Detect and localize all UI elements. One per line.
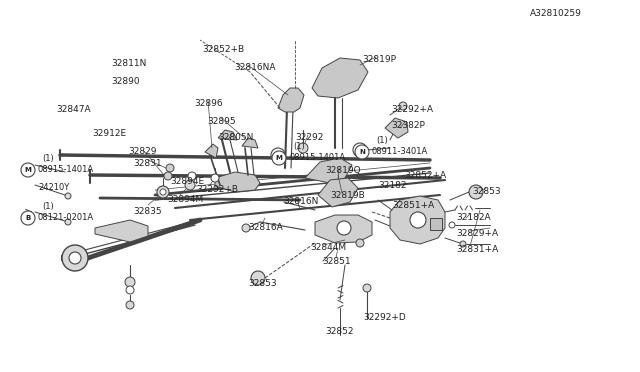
Text: 32852+A: 32852+A — [404, 170, 446, 180]
Text: 32816NA: 32816NA — [234, 64, 275, 73]
Circle shape — [21, 163, 35, 177]
Text: 32847A: 32847A — [56, 105, 91, 113]
Text: 32819P: 32819P — [362, 55, 396, 64]
Text: 32829: 32829 — [128, 148, 157, 157]
Text: 32816A: 32816A — [248, 224, 283, 232]
Circle shape — [185, 180, 195, 190]
Text: 32852: 32852 — [326, 327, 355, 337]
Polygon shape — [205, 144, 218, 158]
Text: 32292+D: 32292+D — [363, 314, 406, 323]
Text: (1): (1) — [42, 154, 54, 164]
Circle shape — [62, 245, 88, 271]
Text: 32811N: 32811N — [111, 58, 147, 67]
Text: B: B — [26, 215, 31, 221]
Text: 24210Y: 24210Y — [38, 183, 69, 192]
Circle shape — [355, 145, 369, 159]
Circle shape — [242, 224, 250, 232]
Circle shape — [399, 102, 407, 110]
Circle shape — [21, 211, 35, 225]
Circle shape — [166, 164, 174, 172]
Polygon shape — [312, 58, 368, 98]
Text: (1): (1) — [42, 202, 54, 212]
Text: 32851: 32851 — [322, 257, 351, 266]
Polygon shape — [430, 218, 442, 230]
Circle shape — [363, 284, 371, 292]
Text: 32829+A: 32829+A — [456, 230, 498, 238]
Text: 32182A: 32182A — [456, 212, 491, 221]
Text: 32805N: 32805N — [218, 132, 253, 141]
Polygon shape — [315, 215, 372, 243]
Text: 08915-1401A: 08915-1401A — [289, 154, 345, 163]
Text: 32831: 32831 — [133, 158, 162, 167]
Circle shape — [65, 193, 71, 199]
Text: 32819Q: 32819Q — [325, 167, 360, 176]
Text: 32831+A: 32831+A — [456, 244, 499, 253]
Circle shape — [298, 143, 308, 153]
Text: 32819B: 32819B — [330, 192, 365, 201]
Circle shape — [126, 286, 134, 294]
Circle shape — [272, 151, 286, 165]
Circle shape — [410, 212, 426, 228]
Polygon shape — [385, 118, 408, 138]
Circle shape — [157, 186, 169, 198]
Polygon shape — [215, 172, 260, 192]
Text: (1): (1) — [293, 142, 305, 151]
Circle shape — [460, 241, 466, 247]
Polygon shape — [305, 158, 352, 183]
Circle shape — [160, 189, 166, 195]
Text: 32816N: 32816N — [283, 198, 318, 206]
Circle shape — [188, 172, 196, 180]
Text: 32894M: 32894M — [167, 196, 204, 205]
Text: 32890: 32890 — [111, 77, 140, 87]
Text: 08121-0201A: 08121-0201A — [38, 214, 94, 222]
Text: 32835: 32835 — [133, 208, 162, 217]
Text: 32292+A: 32292+A — [391, 105, 433, 113]
Text: 32844M: 32844M — [310, 244, 346, 253]
Polygon shape — [218, 130, 237, 140]
Text: N: N — [359, 149, 365, 155]
Polygon shape — [278, 88, 304, 112]
Text: 32853: 32853 — [472, 186, 500, 196]
Text: 32894E: 32894E — [170, 176, 204, 186]
Circle shape — [65, 219, 71, 225]
Circle shape — [337, 221, 351, 235]
Circle shape — [211, 174, 219, 182]
Text: M: M — [276, 155, 282, 161]
Polygon shape — [242, 138, 258, 148]
Text: 32182: 32182 — [378, 182, 406, 190]
Text: 32292+B: 32292+B — [196, 186, 238, 195]
Text: 32853: 32853 — [248, 279, 276, 288]
Circle shape — [164, 172, 172, 180]
Polygon shape — [390, 196, 445, 244]
Text: 32851+A: 32851+A — [392, 201, 435, 209]
Text: M: M — [24, 167, 31, 173]
Text: 32895: 32895 — [207, 118, 236, 126]
Circle shape — [271, 148, 285, 162]
Text: 32896: 32896 — [194, 99, 223, 108]
Circle shape — [353, 143, 367, 157]
Circle shape — [69, 252, 81, 264]
Text: 08911-3401A: 08911-3401A — [372, 148, 428, 157]
Polygon shape — [95, 220, 148, 242]
Text: (1): (1) — [376, 137, 388, 145]
Circle shape — [126, 301, 134, 309]
Circle shape — [251, 271, 265, 285]
Text: 08915-1401A: 08915-1401A — [38, 166, 94, 174]
Circle shape — [469, 185, 483, 199]
Circle shape — [125, 277, 135, 287]
Circle shape — [356, 239, 364, 247]
Text: 32292: 32292 — [295, 134, 323, 142]
Circle shape — [449, 222, 455, 228]
Text: A32810259: A32810259 — [530, 10, 582, 19]
Text: 32852+B: 32852+B — [202, 45, 244, 54]
Text: 32912E: 32912E — [92, 128, 126, 138]
Text: 32382P: 32382P — [391, 121, 425, 129]
Polygon shape — [318, 178, 358, 207]
